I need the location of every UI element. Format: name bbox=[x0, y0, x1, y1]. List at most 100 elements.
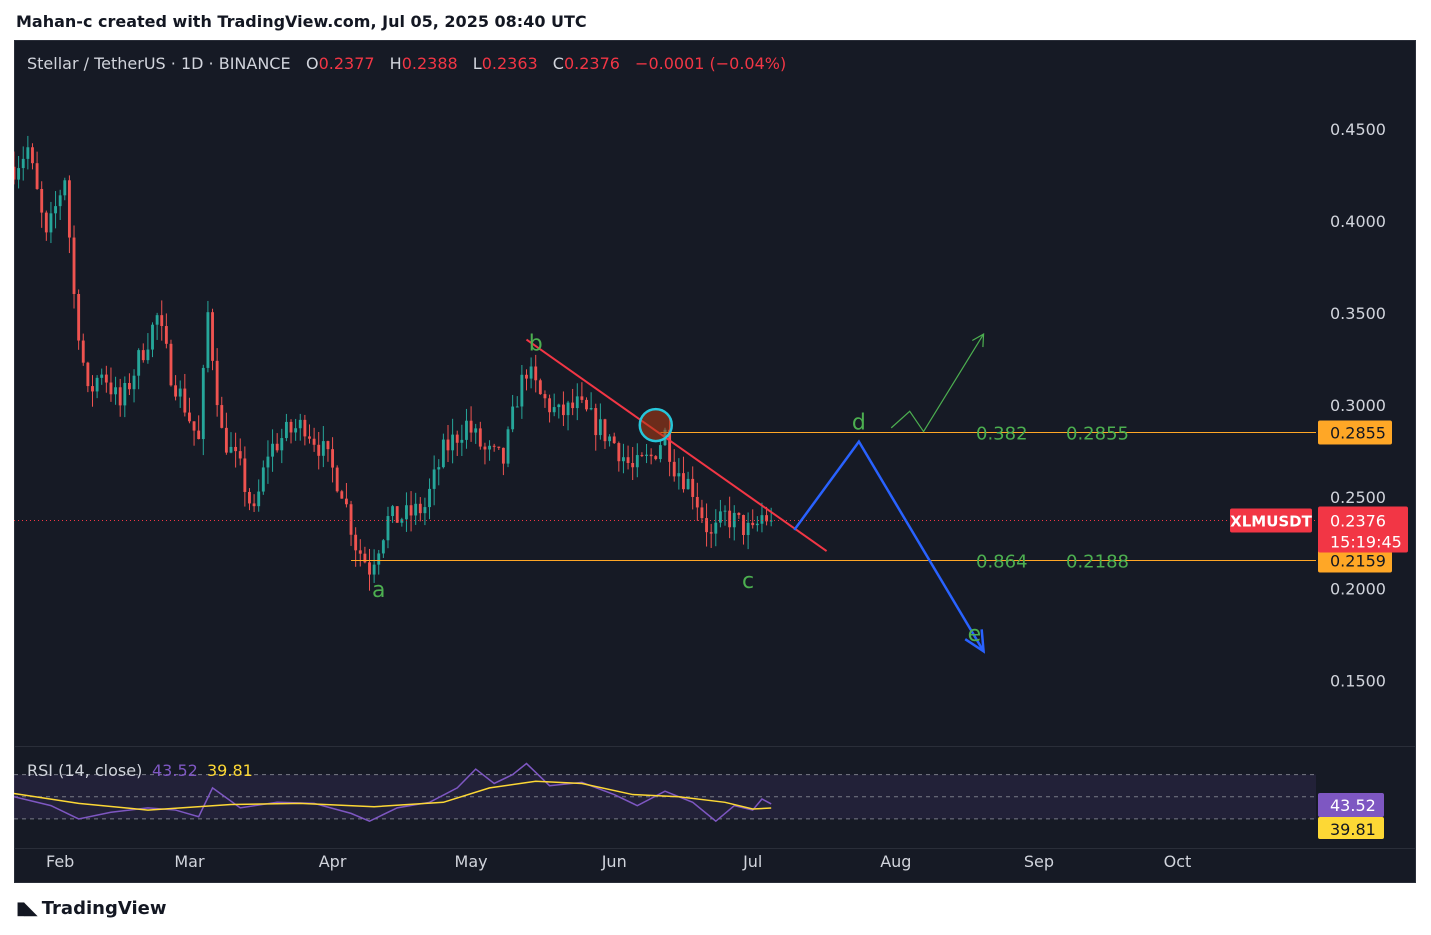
candle-body bbox=[335, 467, 339, 492]
candle-body bbox=[146, 349, 150, 361]
symbol-tag-label: XLMUSDT bbox=[1230, 513, 1312, 531]
x-tick-label: Feb bbox=[46, 852, 74, 871]
candle-body bbox=[31, 147, 34, 164]
candle-body bbox=[405, 505, 408, 520]
candle-body bbox=[520, 374, 524, 407]
candle-body bbox=[201, 367, 205, 440]
low-value: 0.2363 bbox=[482, 54, 538, 73]
candle-body bbox=[174, 385, 178, 397]
candle-body bbox=[575, 396, 579, 409]
rsi-ma-value-legend: 39.81 bbox=[207, 761, 253, 780]
candle-body bbox=[409, 505, 413, 516]
candle-body bbox=[192, 421, 196, 431]
fib-ratio-label: 0.864 bbox=[976, 551, 1028, 572]
candle-body bbox=[765, 515, 769, 522]
close-value: 0.2376 bbox=[564, 54, 620, 73]
y-tick-label: 0.4500 bbox=[1330, 120, 1386, 139]
low-label: L bbox=[473, 54, 482, 73]
overlay-lines bbox=[14, 333, 1316, 654]
candle-body bbox=[308, 436, 311, 439]
fib-price-label: 0.2188 bbox=[1066, 551, 1129, 572]
candle-body bbox=[141, 350, 145, 361]
candle-body bbox=[649, 454, 653, 457]
projection-arrowhead bbox=[964, 629, 986, 654]
x-tick-label: Apr bbox=[319, 852, 347, 871]
candle-body bbox=[423, 507, 427, 514]
candle-body bbox=[603, 419, 607, 442]
candle-body bbox=[723, 510, 727, 512]
rsi-ma-tag bbox=[1318, 817, 1384, 839]
candle-body bbox=[492, 445, 496, 447]
candle-body bbox=[511, 406, 515, 430]
fib-price-label: 0.2855 bbox=[1066, 423, 1129, 444]
candle-body bbox=[515, 406, 519, 408]
candle-body bbox=[363, 553, 367, 563]
candle-body bbox=[718, 511, 722, 523]
candle-body bbox=[677, 473, 681, 477]
bullish-alt-arrowhead bbox=[971, 333, 985, 348]
candle-body bbox=[188, 412, 191, 422]
candle-body bbox=[252, 503, 256, 507]
wave-label-a: a bbox=[372, 578, 385, 603]
tradingview-logo[interactable]: ▮◣ TradingView bbox=[16, 898, 166, 919]
high-value: 0.2388 bbox=[402, 54, 458, 73]
rsi-pane: RSI (14, close) 43.52 39.81 43.52 39.81 bbox=[14, 761, 1384, 839]
candle-body bbox=[742, 515, 745, 536]
candle-body bbox=[441, 439, 445, 468]
candle-body bbox=[626, 457, 630, 463]
ohlc-values: O0.2377 H0.2388 L0.2363 C0.2376 −0.0001 … bbox=[306, 54, 786, 73]
candle-body bbox=[280, 438, 284, 451]
tradingview-logo-icon: ▮◣ bbox=[16, 898, 38, 919]
candle-body bbox=[497, 446, 501, 448]
candle-body bbox=[437, 467, 441, 470]
candle-body bbox=[183, 388, 187, 413]
candle-body bbox=[368, 562, 371, 575]
chart-canvas[interactable]: 0.382 0.2855 0.864 0.2188 a b c d e 0.4500 0.4000… bbox=[14, 40, 1416, 883]
candle-body bbox=[538, 380, 542, 395]
x-tick-label: Oct bbox=[1164, 852, 1192, 871]
candle-body bbox=[428, 488, 431, 508]
candle-body bbox=[691, 478, 695, 497]
y-tick-label: 0.3000 bbox=[1330, 396, 1386, 415]
x-tick-label: Aug bbox=[880, 852, 911, 871]
legend-header: Stellar / TetherUS · 1D · BINANCE O0.237… bbox=[27, 54, 786, 73]
candle-body bbox=[751, 522, 755, 526]
candle-body bbox=[640, 455, 644, 457]
open-value: 0.2377 bbox=[319, 54, 375, 73]
candle-body bbox=[54, 206, 57, 214]
candle-body bbox=[104, 374, 108, 383]
candle-body bbox=[340, 491, 344, 499]
candle-body bbox=[529, 366, 533, 379]
candle-body bbox=[488, 445, 491, 450]
candle-body bbox=[589, 408, 593, 410]
candle-body bbox=[95, 377, 99, 392]
candle-body bbox=[534, 366, 538, 381]
grid bbox=[14, 746, 1416, 849]
candle-body bbox=[769, 520, 773, 522]
x-tick-label: Mar bbox=[174, 852, 205, 871]
candle-body bbox=[44, 212, 48, 233]
candle-body bbox=[617, 443, 621, 462]
high-label: H bbox=[390, 54, 402, 73]
candle-body bbox=[155, 315, 159, 325]
candle-body bbox=[77, 293, 81, 341]
candle-body bbox=[169, 343, 173, 386]
candle-body bbox=[331, 449, 335, 468]
candle-body bbox=[469, 420, 473, 433]
candle-body bbox=[432, 469, 436, 489]
rsi-value-label: 43.52 bbox=[1330, 796, 1376, 815]
descending-trendline bbox=[525, 338, 828, 552]
y-tick-label: 0.1500 bbox=[1330, 672, 1386, 691]
candle-body bbox=[58, 195, 62, 207]
candle-body bbox=[672, 461, 676, 477]
candle-body bbox=[506, 429, 510, 464]
candle-body bbox=[391, 506, 395, 517]
candle-body bbox=[414, 503, 418, 516]
candle-body bbox=[72, 237, 76, 294]
x-tick-label: Jul bbox=[742, 852, 762, 871]
candle-body bbox=[548, 398, 552, 413]
candle-body bbox=[354, 534, 358, 551]
countdown-label: 15:19:45 bbox=[1330, 533, 1402, 552]
candle-body bbox=[26, 147, 30, 159]
candle-body bbox=[266, 456, 270, 468]
